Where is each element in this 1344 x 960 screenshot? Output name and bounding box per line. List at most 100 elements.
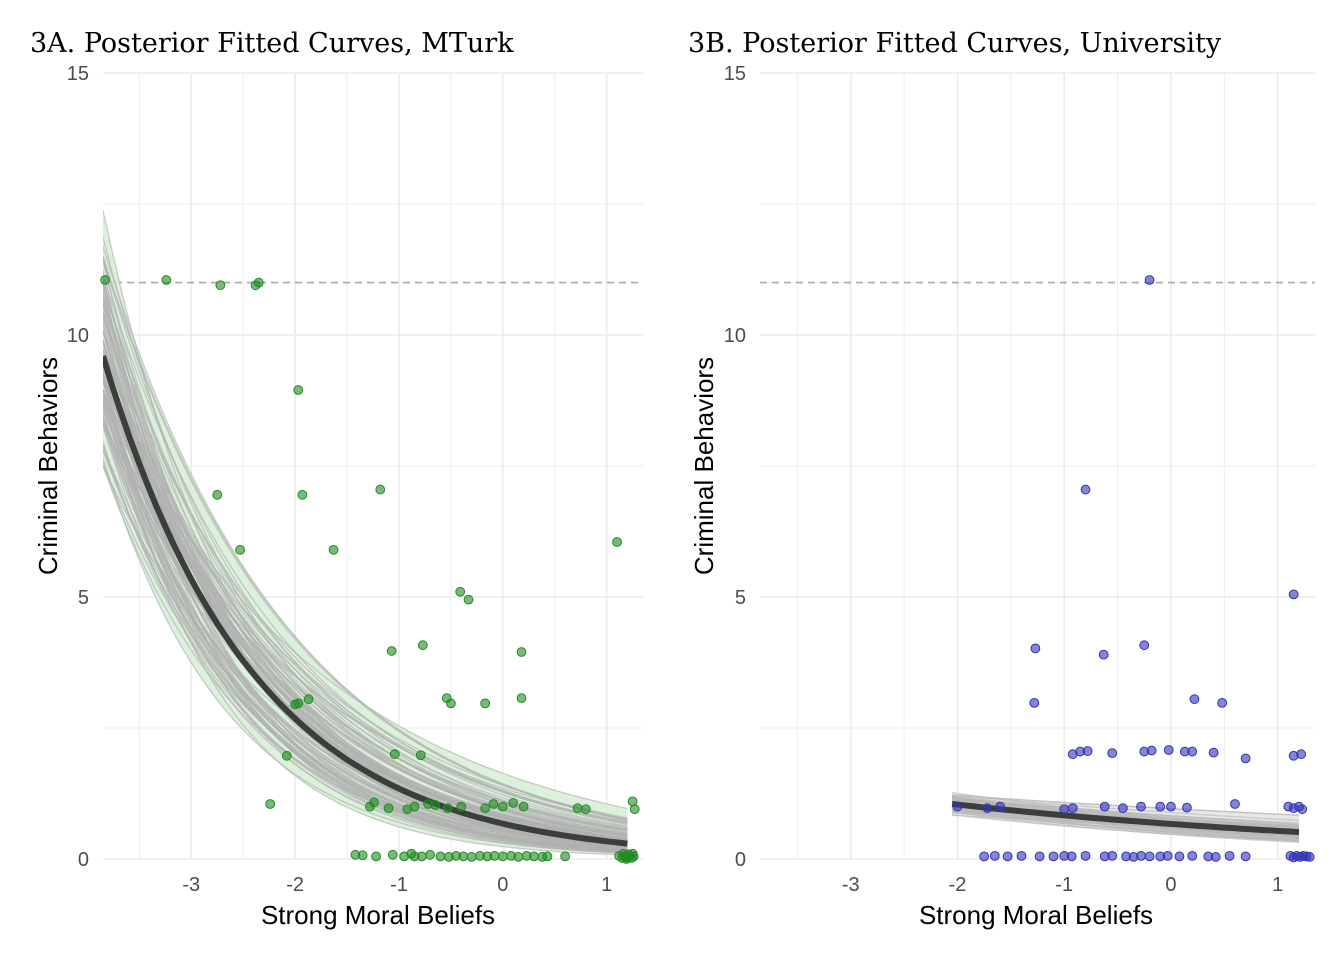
data-point [1080,850,1091,861]
data-point [629,804,640,815]
panel-mturk: 3A. Posterior Fitted Curves, MTurk Stron… [30,28,643,930]
data-point [1002,851,1013,862]
y-axis-label: Criminal Behaviors [689,357,719,575]
posterior-draw-line [103,421,628,820]
data-point [621,854,632,864]
data-point [513,852,524,862]
data-point [161,275,172,285]
data-point [235,544,245,555]
data-point [442,803,453,814]
data-point [1080,484,1091,495]
data-point [1224,850,1235,861]
data-point [1034,851,1045,862]
data-point [1163,745,1174,755]
data-point [100,275,110,285]
posterior-draw-line [103,312,628,836]
data-point [508,798,519,808]
data-point [1296,749,1307,760]
data-point [1016,850,1027,861]
data-point [1155,801,1166,812]
data-point [383,803,394,814]
data-point [1210,852,1221,862]
data-point [215,280,226,291]
data-point [1187,850,1198,861]
y-tick-label: 5 [735,587,746,609]
data-point [952,801,963,812]
data-point [369,797,379,808]
data-point [386,646,397,656]
x-tick-label: -3 [842,874,860,896]
data-point [480,698,491,709]
posterior-draw-line [103,458,628,854]
data-point [416,851,427,862]
data-point [1288,589,1299,600]
posterior-draw-line [103,270,628,848]
posterior-draws [951,791,1300,843]
data-point [1029,697,1040,708]
y-tick-label: 0 [78,849,89,871]
data-point [387,849,398,860]
data-point [1166,801,1176,812]
data-point [979,851,990,862]
posterior-draw-line [103,288,628,848]
data-point [375,484,386,495]
data-point [572,803,583,814]
data-point [281,750,292,761]
data-point [456,801,467,812]
y-tick-label: 0 [735,849,746,871]
x-tick-label: 1 [1272,874,1283,896]
x-tick-label: -2 [286,874,304,896]
data-point [542,851,553,862]
data-point [1297,804,1308,815]
data-point [466,852,477,862]
data-point [417,640,428,651]
data-point [463,594,474,605]
data-point [293,698,304,709]
data-point [212,489,223,500]
grid [760,72,1315,860]
data-point [1304,852,1315,862]
posterior-draw-line [952,809,1300,842]
data-point [1030,643,1041,654]
data-point [518,801,529,812]
posterior-draw-line [103,372,628,852]
data-point [425,849,436,860]
posterior-draws [103,210,628,856]
posterior-draw-line [103,350,628,829]
y-tick-label: 15 [67,63,89,85]
x-axis-label: Strong Moral Beliefs [919,900,1153,930]
data-point [1066,851,1077,862]
data-point [612,537,622,547]
data-point [516,647,527,657]
data-point [1208,747,1219,758]
data-point [409,801,420,812]
data-point [1136,801,1146,812]
data-point [1098,649,1109,660]
x-tick-label: 1 [601,874,612,896]
data-point [1187,746,1198,757]
x-tick-label: 0 [1165,874,1176,896]
data-point [1240,753,1251,764]
data-point [445,698,456,709]
data-points [100,275,640,864]
data-point [1189,694,1200,705]
data-point [1048,851,1059,862]
data-point [1174,851,1185,862]
data-point [253,277,264,288]
x-tick-label: -3 [182,874,200,896]
data-point [1059,804,1070,815]
chart-title: 3A. Posterior Fitted Curves, MTurk [30,28,514,59]
data-point [1082,746,1093,756]
y-axis-label: Criminal Behaviors [33,357,63,575]
x-tick-label: -1 [1055,874,1073,896]
x-tick-label: -2 [949,874,967,896]
data-point [1144,275,1155,285]
data-point [627,848,638,859]
data-point [560,851,571,862]
data-point [415,750,426,761]
data-point [389,749,400,760]
mean-fitted-curve [103,355,628,847]
data-point [480,803,491,814]
y-tick-label: 5 [78,587,89,609]
